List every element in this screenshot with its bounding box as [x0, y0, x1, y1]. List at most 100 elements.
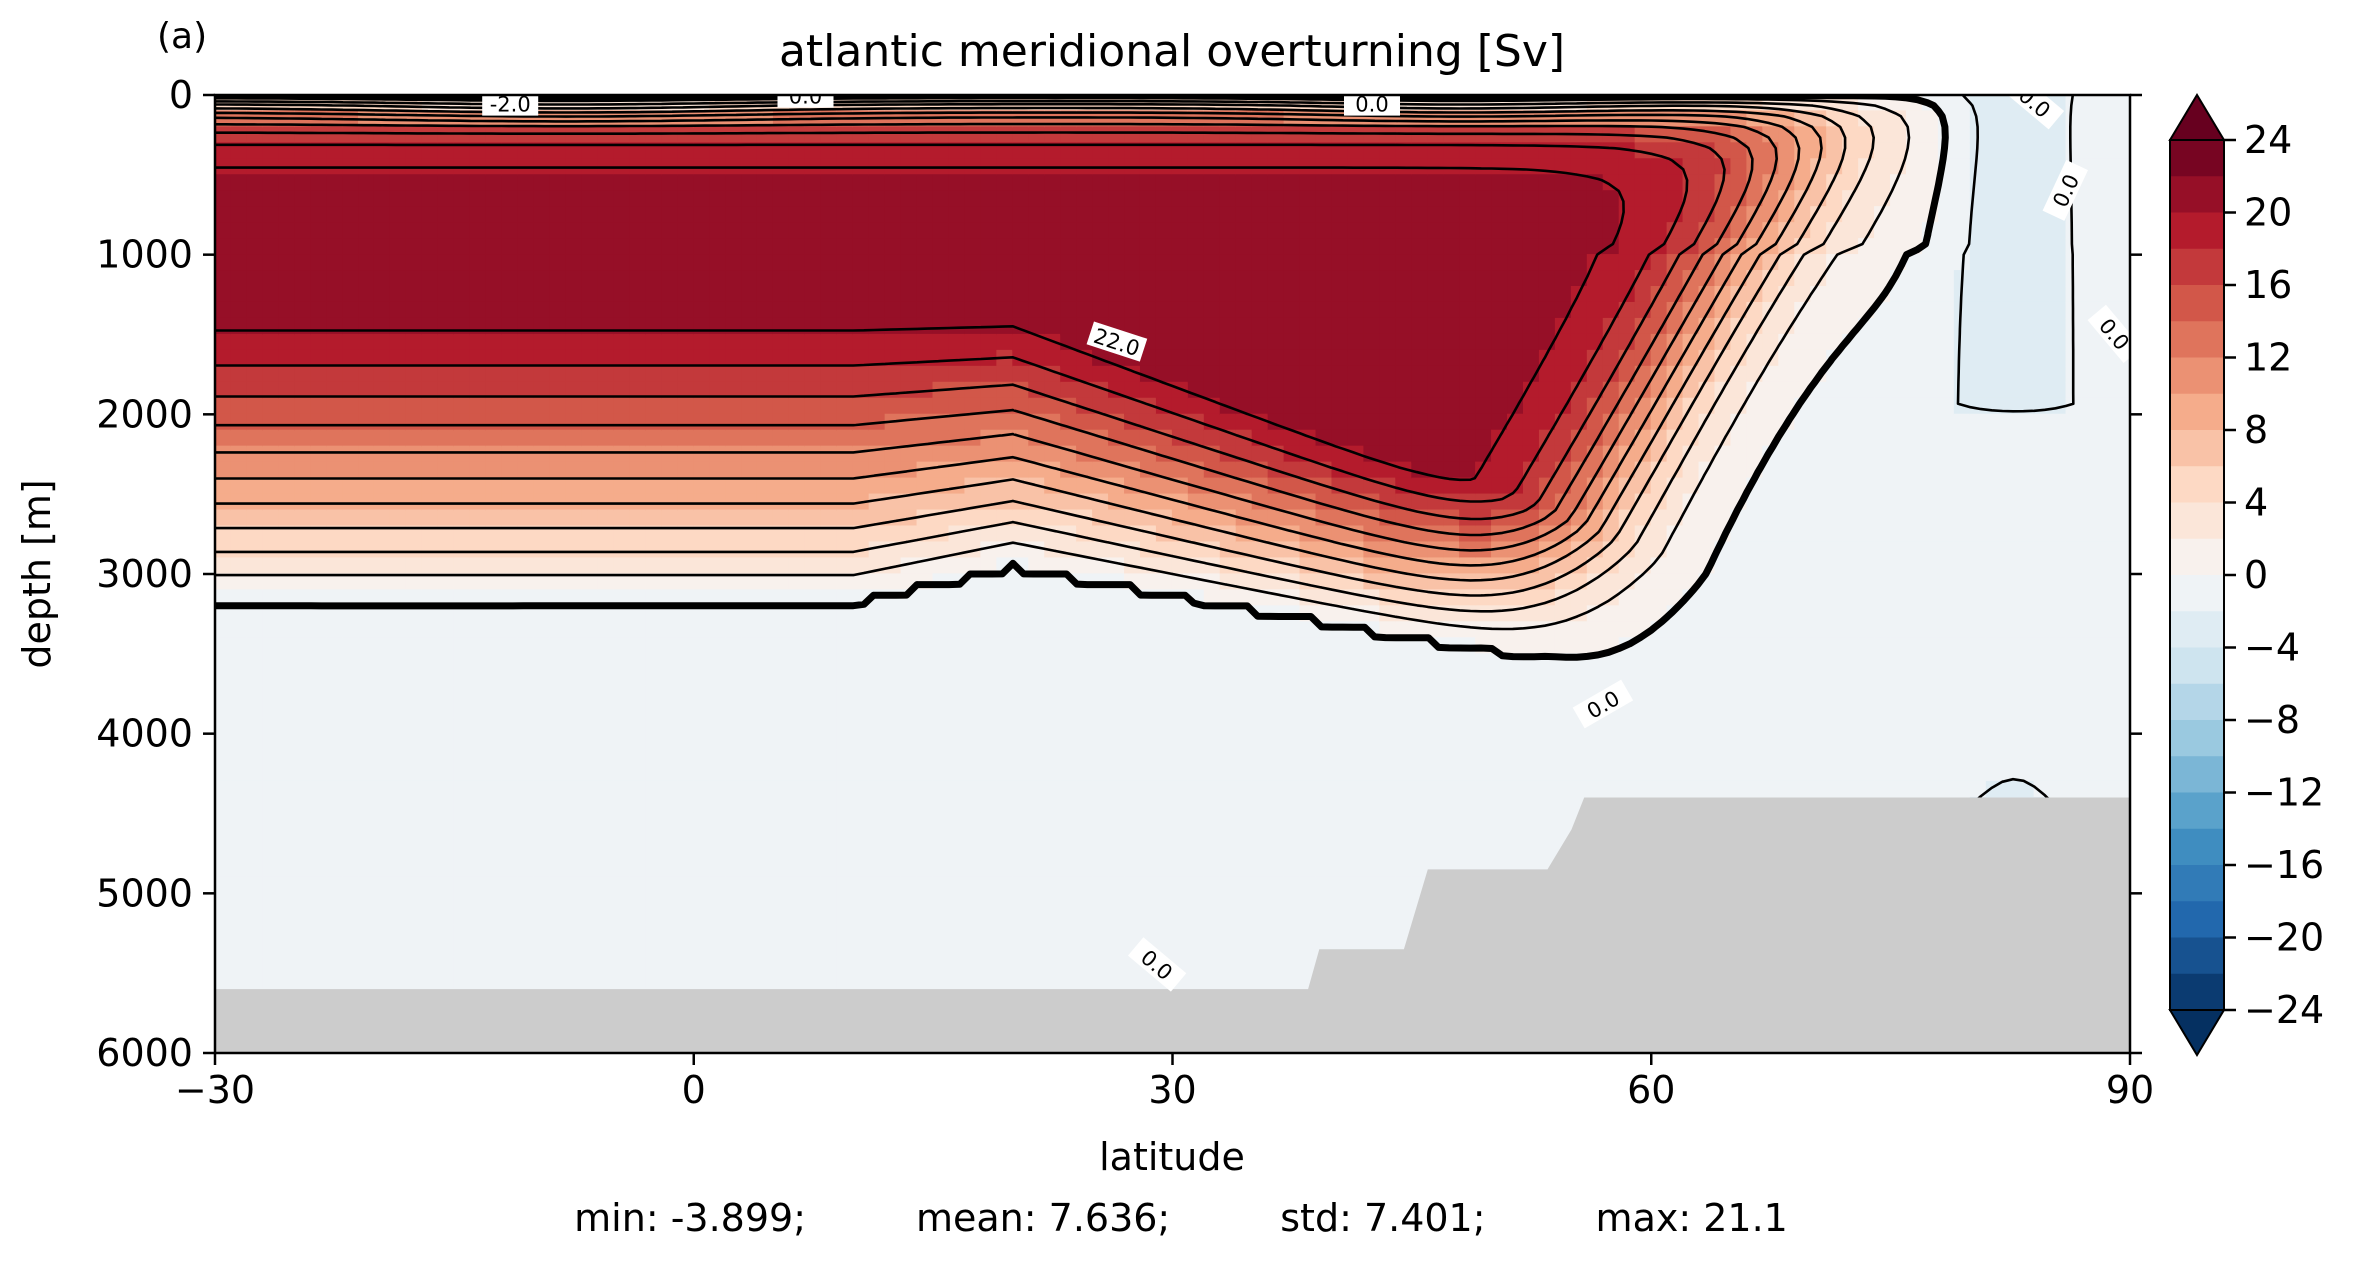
field-cell [677, 477, 695, 495]
field-cell [741, 286, 759, 304]
field-cell [645, 461, 663, 479]
field-cell [1411, 190, 1429, 208]
field-cell [549, 286, 567, 304]
field-cell [820, 397, 838, 415]
field-cell [230, 557, 248, 575]
field-cell [1171, 892, 1190, 910]
field-cell [1060, 254, 1078, 272]
field-cell [1203, 733, 1221, 751]
field-cell [517, 685, 535, 703]
field-cell [741, 653, 759, 671]
field-cell [852, 413, 870, 431]
field-cell [1028, 876, 1046, 894]
field-cell [1522, 621, 1541, 639]
field-cell [565, 301, 583, 320]
field-cell [1092, 126, 1110, 144]
field-cell [1171, 126, 1190, 144]
field-cell [1108, 765, 1126, 783]
field-cell [310, 190, 328, 208]
field-cell [1427, 733, 1445, 751]
field-cell [1331, 429, 1349, 447]
field-cell [980, 796, 998, 815]
field-cell [1491, 222, 1509, 240]
field-cell [278, 461, 296, 479]
field-cell [485, 605, 503, 623]
field-cell [820, 940, 838, 958]
field-cell [246, 908, 264, 926]
field-cell [1060, 860, 1078, 878]
field-cell [996, 573, 1014, 591]
field-cell [1315, 126, 1333, 144]
field-cell [1443, 573, 1461, 591]
field-cell [549, 924, 567, 942]
field-cell [581, 413, 599, 431]
field-cell [1299, 653, 1317, 671]
field-cell [1092, 589, 1110, 607]
field-cell [1522, 286, 1541, 304]
field-cell [1028, 780, 1046, 799]
field-cell [1411, 860, 1429, 878]
field-cell [421, 892, 440, 910]
field-cell [709, 222, 727, 240]
field-cell [1315, 892, 1333, 910]
field-cell [1299, 413, 1317, 431]
field-cell [741, 605, 759, 623]
field-cell [453, 286, 471, 304]
field-cell [1379, 413, 1397, 431]
field-cell [1267, 621, 1285, 639]
field-cell [804, 190, 823, 208]
field-cell [1092, 286, 1110, 304]
field-cell [421, 301, 440, 320]
field-cell [852, 908, 870, 926]
field-cell [613, 860, 631, 878]
field-cell [693, 349, 711, 368]
field-cell [900, 940, 918, 958]
field-cell [1347, 828, 1365, 847]
field-cell [405, 972, 424, 990]
field-cell [215, 381, 232, 399]
field-cell [964, 749, 982, 767]
field-cell [741, 669, 759, 687]
field-cell [932, 397, 950, 415]
field-cell [1459, 621, 1477, 639]
field-cell [900, 653, 918, 671]
field-cell [1028, 270, 1046, 288]
field-cell [964, 333, 982, 352]
field-cell [469, 780, 487, 799]
field-cell [868, 685, 886, 703]
field-cell [741, 301, 759, 320]
field-cell [405, 333, 424, 352]
field-cell [756, 365, 775, 383]
field-cell [725, 126, 743, 144]
field-cell [820, 541, 838, 559]
field-cell [996, 270, 1014, 288]
field-cell [342, 509, 360, 527]
field-cell [1028, 908, 1046, 926]
field-cell [1475, 365, 1493, 383]
field-cell [948, 605, 966, 623]
field-cell [1379, 876, 1397, 894]
field-cell [661, 765, 679, 783]
field-cell [1092, 222, 1110, 240]
field-cell [1235, 812, 1253, 831]
field-cell [246, 270, 264, 288]
field-cell [820, 413, 838, 431]
field-cell [964, 445, 982, 463]
field-cell [820, 238, 838, 256]
field-cell [756, 796, 775, 815]
field-cell [772, 860, 791, 878]
field-cell [677, 749, 695, 767]
field-cell [772, 317, 791, 336]
field-cell [485, 317, 503, 336]
field-cell [1187, 637, 1206, 655]
field-cell [1219, 940, 1237, 958]
field-cell [533, 892, 551, 910]
field-cell [1076, 621, 1094, 639]
field-cell [310, 333, 328, 352]
field-cell [1283, 908, 1301, 926]
field-cell [964, 621, 982, 639]
field-cell [230, 876, 248, 894]
field-cell [964, 397, 982, 415]
field-cell [215, 286, 232, 304]
field-cell [629, 477, 647, 495]
